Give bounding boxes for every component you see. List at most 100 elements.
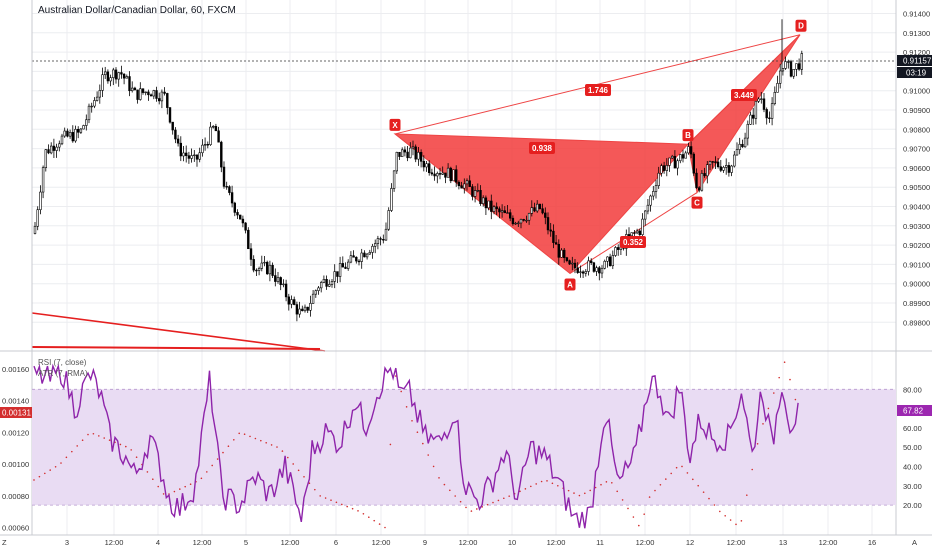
point-x-label[interactable]: X <box>389 118 401 131</box>
xab-triangle[interactable] <box>393 133 690 275</box>
atr-dot <box>416 431 419 433</box>
candle-body <box>187 155 191 159</box>
candle-body <box>55 146 58 151</box>
candle-body <box>441 172 444 175</box>
candle-body <box>274 275 277 282</box>
candle-body <box>751 114 755 119</box>
candle-body <box>368 252 371 255</box>
current-price: 0.91157 <box>903 57 932 66</box>
atr-dot <box>254 437 257 440</box>
candle-body <box>616 247 620 250</box>
candle-body <box>700 173 704 191</box>
atr-dot <box>346 505 349 508</box>
atr-dot <box>724 514 726 517</box>
point-d-label[interactable]: D <box>795 19 807 32</box>
atr-dot <box>308 482 311 484</box>
ratio-bd[interactable]: 3.449 <box>731 89 757 101</box>
candle-body <box>657 172 660 186</box>
atr-dot <box>162 493 165 495</box>
candle-body <box>495 206 498 210</box>
atr-dot <box>368 516 370 519</box>
ratio-xb[interactable]: 0.938 <box>529 142 555 154</box>
current-price-tag: 0.91157 03:19 <box>897 55 932 78</box>
candle-body <box>754 100 758 119</box>
candle-body <box>317 287 320 291</box>
candle-body <box>284 283 288 298</box>
candle-body <box>271 264 274 276</box>
candle-body <box>670 155 674 159</box>
svg-text:C: C <box>694 199 700 208</box>
candle-body <box>681 154 685 159</box>
candle-body <box>314 290 317 295</box>
atr-dot <box>459 500 462 503</box>
atr-axis[interactable]: 0.00160 0.00140 0.00120 0.00100 0.00080 0.000… <box>2 365 29 533</box>
rsi-legend[interactable]: RSI (7, close) <box>38 358 87 367</box>
candle-body <box>603 260 606 269</box>
candle-body <box>538 203 542 210</box>
atr-tick: 0.00100 <box>2 460 29 469</box>
candle-body <box>112 69 115 78</box>
atr-dot <box>729 519 732 521</box>
point-a-label[interactable]: A <box>564 278 576 291</box>
candle-body <box>449 167 452 182</box>
candle-body <box>722 166 725 171</box>
atr-tick: 0.00140 <box>2 397 29 406</box>
atr-dot <box>200 477 203 480</box>
candle-body <box>800 53 804 70</box>
candle-body <box>438 173 442 175</box>
atr-dot <box>157 485 159 488</box>
candle-body <box>660 165 663 174</box>
time-tick: 12 <box>686 538 694 547</box>
price-tick: 0.90800 <box>903 125 930 134</box>
candle-body <box>400 149 404 157</box>
candle-body <box>643 210 647 220</box>
candle-body <box>71 132 75 142</box>
candle-body <box>255 269 258 272</box>
candle-body <box>430 172 434 175</box>
candle-body <box>49 145 53 154</box>
point-c-label[interactable]: C <box>691 196 703 209</box>
candle-body <box>595 267 598 272</box>
time-axis[interactable]: 3 12:00 4 12:00 5 12:00 6 12:00 9 12:00 10 12:00 11 1… <box>65 538 876 547</box>
atr-tick: 0.00080 <box>2 492 29 501</box>
candle-body <box>743 137 747 148</box>
time-tick: 12:00 <box>819 538 838 547</box>
candle-body <box>371 245 374 253</box>
ratio-ac[interactable]: 0.352 <box>620 236 646 248</box>
atr-dot <box>557 484 559 487</box>
price-tick: 0.90000 <box>903 280 930 289</box>
atr-dot <box>627 507 629 510</box>
atr-dot <box>665 478 667 480</box>
candle-body <box>773 92 777 104</box>
candle-body <box>247 229 250 250</box>
atr-dot <box>638 524 640 527</box>
candle-body <box>787 61 790 63</box>
candle-body <box>557 243 561 258</box>
candle-body <box>182 152 185 157</box>
corner-label-right[interactable]: A <box>912 538 917 547</box>
candle-body <box>287 296 290 305</box>
atr-dot <box>146 471 149 473</box>
candle-body <box>733 154 736 167</box>
corner-label-left[interactable]: Z <box>2 538 7 547</box>
candle-body <box>598 267 601 274</box>
candle-body <box>198 152 201 160</box>
candle-body <box>376 238 380 244</box>
atr-dot <box>216 458 219 460</box>
atr-legend[interactable]: ATR (7, RMA) <box>38 369 88 378</box>
candle-body <box>330 281 334 285</box>
atr-dot <box>384 526 386 529</box>
candle-body <box>654 185 658 192</box>
atr-dot <box>108 439 111 441</box>
candle-body <box>249 248 253 260</box>
candle-body <box>646 204 650 212</box>
atr-dot <box>702 491 705 493</box>
candle-body <box>573 262 577 269</box>
ratio-xd[interactable]: 1.746 <box>585 84 611 96</box>
candle-body <box>649 195 652 206</box>
point-b-label[interactable]: B <box>682 129 694 142</box>
atr-dot <box>222 451 224 454</box>
candle-body <box>635 230 639 234</box>
atr-dot <box>540 480 543 483</box>
